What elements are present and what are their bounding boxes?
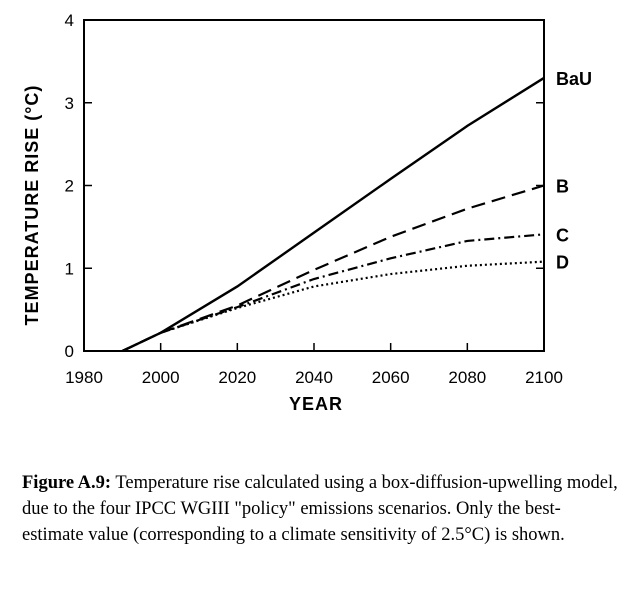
x-axis-title: YEAR [289, 394, 343, 414]
series-line-bau [121, 76, 545, 353]
series-line-b [121, 184, 545, 352]
y-tick-label: 1 [65, 259, 74, 278]
series-label-bau: BaU [556, 69, 592, 89]
x-tick-label: 2020 [218, 368, 256, 387]
x-tick-label: 1980 [65, 368, 103, 387]
y-axis-title: TEMPERATURE RISE (°C) [22, 85, 42, 326]
temperature-chart: 0 1 2 3 4 1980 2000 2020 2040 2060 2080 2100 BaU B C… [22, 11, 592, 414]
caption-text: Temperature rise calculated using a box-… [22, 473, 618, 545]
x-tick-label: 2060 [372, 368, 410, 387]
figure-caption: Figure A.9: Temperature rise calculated … [22, 470, 622, 548]
x-tick-label: 2100 [525, 368, 563, 387]
caption-label: Figure A.9: [22, 473, 112, 493]
y-tick-label: 4 [65, 11, 74, 30]
series-label-d: D [556, 253, 569, 273]
series-labels: BaU B CD [556, 69, 592, 273]
x-axis-ticks: 1980 2000 2020 2040 2060 2080 2100 [65, 343, 563, 387]
y-tick-label: 0 [65, 342, 74, 361]
y-tick-label: 2 [65, 177, 74, 196]
series-label-b: B [556, 177, 569, 197]
y-tick-label: 3 [65, 94, 74, 113]
x-tick-label: 2080 [448, 368, 486, 387]
series-label-c: C [556, 225, 569, 245]
x-tick-label: 2000 [142, 368, 180, 387]
series-lines [121, 76, 545, 353]
series-line-c [121, 233, 545, 352]
x-tick-label: 2040 [295, 368, 333, 387]
y-axis-ticks: 0 1 2 3 4 [65, 11, 544, 361]
series-line-d [121, 260, 545, 352]
plot-frame [83, 19, 545, 352]
